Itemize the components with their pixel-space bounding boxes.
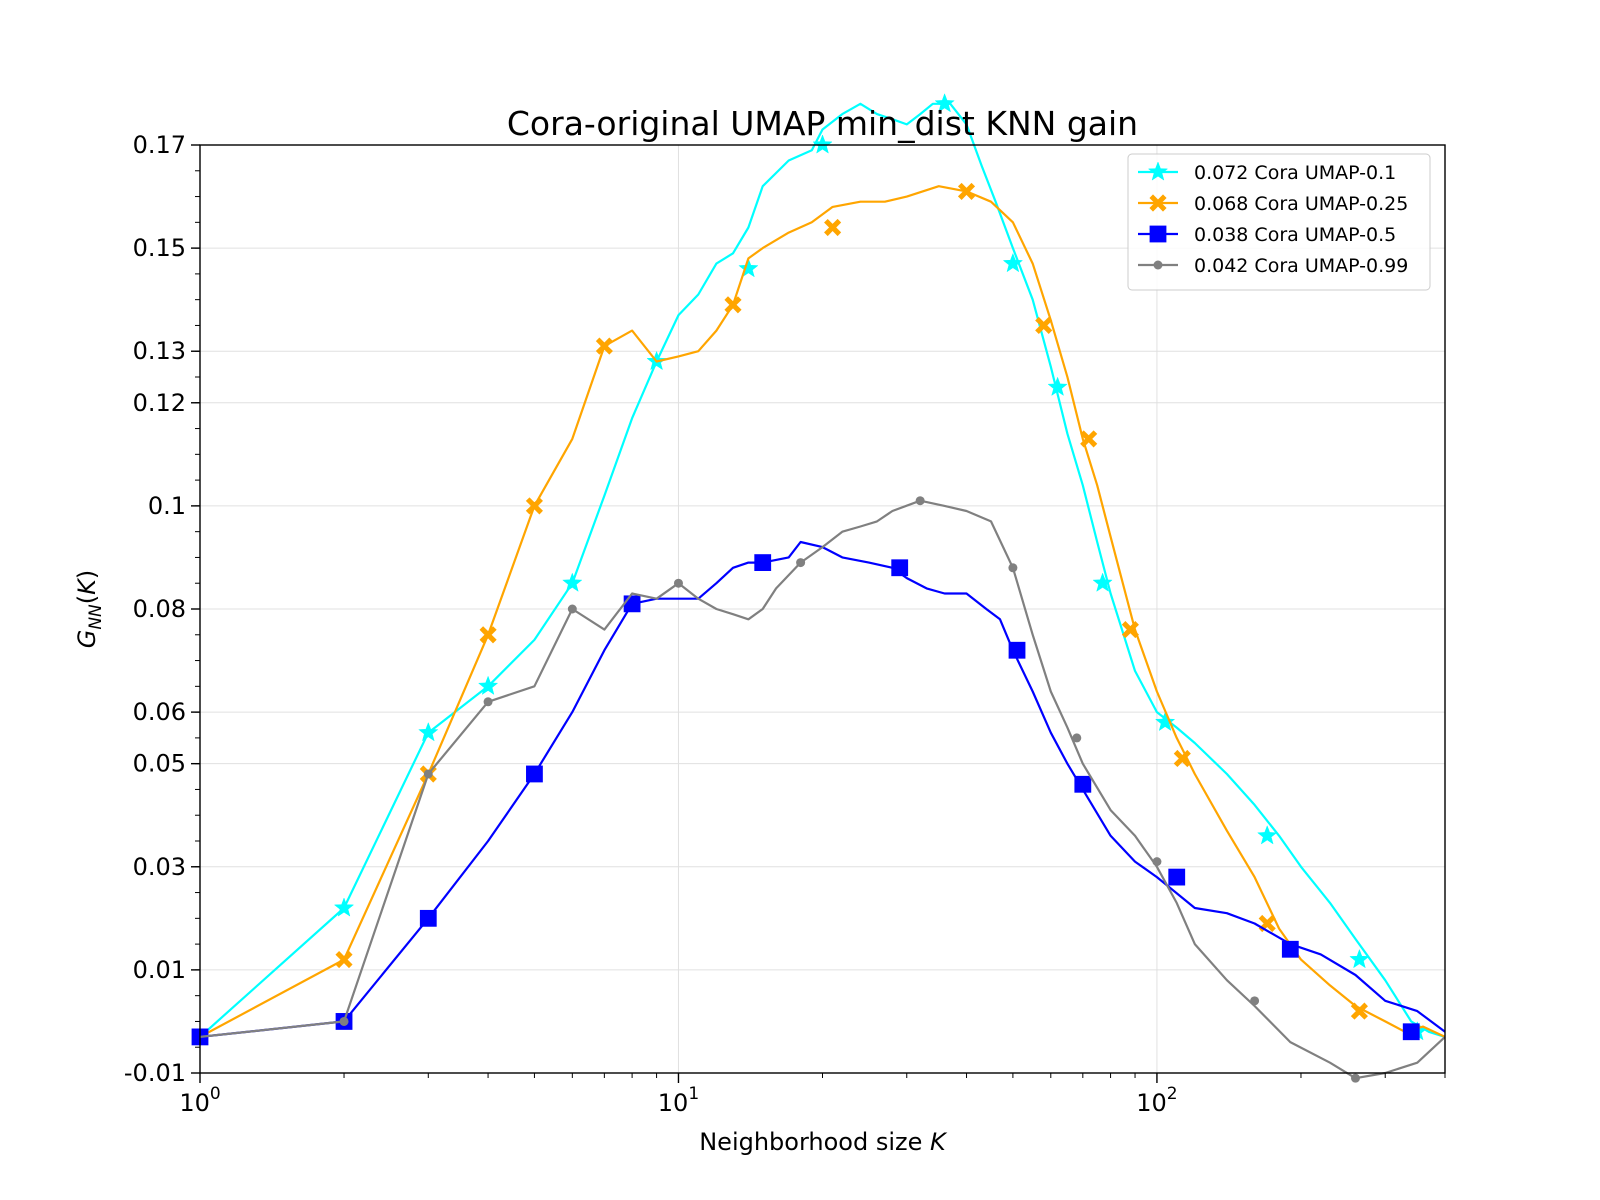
- data-point: [419, 909, 437, 927]
- data-point: [623, 595, 641, 613]
- data-point: [335, 951, 353, 969]
- data-point: [567, 604, 577, 614]
- y-tick-label: 0.1: [148, 492, 186, 520]
- data-point: [934, 93, 955, 113]
- data-point: [423, 769, 433, 779]
- data-point: [1168, 868, 1186, 886]
- x-tick-label: 101: [658, 1084, 699, 1117]
- legend-marker: [1149, 225, 1167, 243]
- data-point: [1074, 775, 1092, 793]
- legend: 0.072 Cora UMAP-0.1 0.068 Cora UMAP-0.25 0…: [1127, 153, 1431, 291]
- legend-marker: [1153, 260, 1163, 270]
- data-point: [1402, 1023, 1420, 1041]
- x-axis-label: Neighborhood size K: [699, 1128, 948, 1156]
- data-point: [1080, 430, 1098, 448]
- data-point: [1047, 376, 1068, 396]
- series-layer: [191, 93, 1446, 1083]
- legend-item: 0.042 Cora UMAP-0.99: [1138, 255, 1408, 277]
- legend-item: 0.038 Cora UMAP-0.5: [1138, 224, 1396, 246]
- data-point: [824, 218, 842, 237]
- data-point: [483, 697, 493, 707]
- data-point: [891, 559, 909, 577]
- data-point: [526, 765, 543, 783]
- data-point: [595, 337, 613, 355]
- data-point: [333, 897, 355, 917]
- data-point: [525, 497, 543, 515]
- data-point: [1173, 749, 1191, 768]
- data-point: [1008, 641, 1026, 659]
- legend-label: 0.068 Cora UMAP-0.25: [1194, 193, 1408, 215]
- series-3: [191, 540, 1446, 1046]
- y-tick-label: 0.13: [133, 337, 186, 365]
- data-point: [1349, 948, 1370, 969]
- y-axis-label: GNN(K): [73, 570, 106, 649]
- data-point: [477, 675, 499, 695]
- y-tick-label: -0.01: [124, 1059, 186, 1087]
- y-tick-label: 0.12: [133, 389, 186, 417]
- legend-marker: [1147, 161, 1169, 181]
- data-point: [915, 496, 925, 506]
- data-point: [738, 257, 759, 278]
- axes-ticks: -0.01 0.01 0.03 0.05 0.06 0.08 0.1 0.12 0.13 0.15…: [124, 131, 1446, 1117]
- legend-label: 0.042 Cora UMAP-0.99: [1194, 255, 1408, 277]
- y-tick-label: 0.05: [133, 750, 186, 778]
- data-point: [724, 296, 742, 314]
- data-point: [1257, 825, 1278, 845]
- data-point: [1154, 711, 1176, 732]
- legend-box: [1127, 153, 1431, 291]
- series-4: [199, 496, 1446, 1083]
- data-point: [1008, 563, 1018, 573]
- y-tick-label: 0.01: [133, 956, 186, 984]
- data-point: [957, 182, 976, 200]
- y-tick-label: 0.06: [133, 698, 186, 726]
- data-point: [1250, 996, 1260, 1006]
- series-2: [199, 182, 1446, 1038]
- legend-item: 0.068 Cora UMAP-0.25: [1138, 193, 1408, 215]
- data-point: [1002, 252, 1024, 273]
- data-point: [1152, 857, 1162, 867]
- data-point: [812, 134, 833, 154]
- data-point: [1281, 940, 1299, 958]
- data-point: [1035, 316, 1053, 334]
- data-point: [1121, 621, 1139, 639]
- x-tick-label: 100: [179, 1084, 220, 1117]
- data-point: [673, 578, 683, 588]
- data-point: [562, 572, 583, 592]
- y-tick-label: 0.08: [133, 595, 186, 623]
- x-tick-label: 102: [1136, 1084, 1177, 1117]
- data-point: [1092, 572, 1113, 592]
- data-point: [418, 721, 439, 742]
- y-tick-label: 0.15: [133, 234, 186, 262]
- data-point: [1072, 733, 1082, 743]
- y-tick-label: 0.03: [133, 853, 186, 881]
- legend-label: 0.072 Cora UMAP-0.1: [1194, 162, 1396, 184]
- y-tick-label: 0.17: [133, 131, 186, 159]
- data-point: [754, 554, 772, 571]
- data-point: [339, 1016, 349, 1026]
- legend-marker: [1149, 194, 1167, 212]
- data-point: [1350, 1073, 1360, 1083]
- data-point: [479, 626, 497, 644]
- legend-label: 0.038 Cora UMAP-0.5: [1194, 224, 1396, 246]
- chart-title: Cora-original UMAP min_dist KNN gain: [507, 104, 1138, 143]
- legend-item: 0.072 Cora UMAP-0.1: [1138, 161, 1396, 184]
- data-point: [796, 558, 806, 568]
- series-line: [199, 499, 1446, 1080]
- data-point: [1350, 1002, 1368, 1020]
